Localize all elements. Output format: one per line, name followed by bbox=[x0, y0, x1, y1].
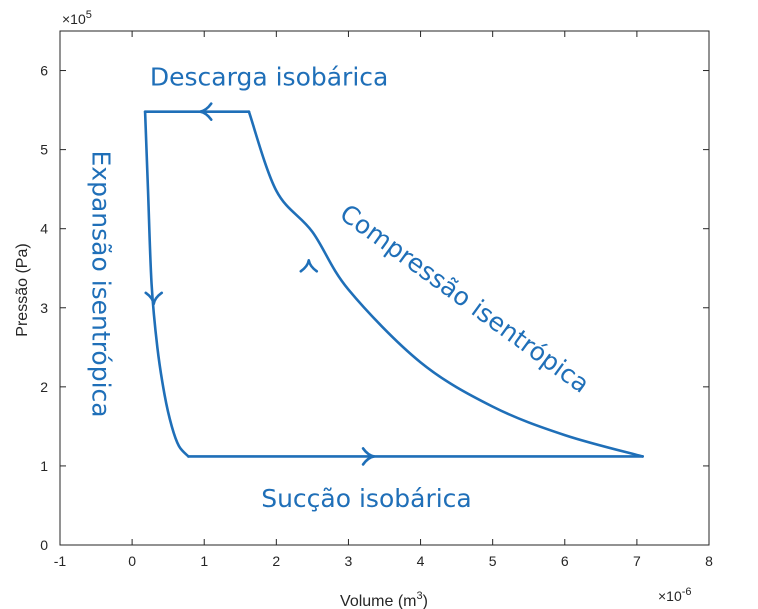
cycle-curves bbox=[143, 110, 644, 458]
y-tick-label: 3 bbox=[40, 300, 48, 316]
cycle-segment-expansao bbox=[143, 110, 190, 458]
y-tick-label: 2 bbox=[40, 379, 48, 395]
annotation-label: Descarga isobárica bbox=[150, 62, 388, 91]
x-tick-label: 5 bbox=[489, 553, 497, 569]
x-tick-label: 7 bbox=[633, 553, 641, 569]
annotation-label: Compressão isentrópica bbox=[335, 199, 595, 399]
x-tick-label: 8 bbox=[705, 553, 713, 569]
annotation-label: Expansão isentrópica bbox=[87, 150, 116, 417]
y-tick-label: 1 bbox=[40, 458, 48, 474]
arrow-left-icon bbox=[198, 102, 213, 121]
arrow-up-icon bbox=[299, 258, 319, 273]
x-axis-label: Volume (m3) bbox=[340, 590, 428, 609]
y-axis-exponent: ×105 bbox=[62, 9, 92, 27]
arrow-right-icon bbox=[361, 447, 376, 466]
annotation-label: Sucção isobárica bbox=[261, 484, 472, 513]
x-tick-label: 4 bbox=[417, 553, 425, 569]
y-tick-label: 5 bbox=[40, 142, 48, 158]
y-tick-label: 0 bbox=[40, 537, 48, 553]
y-tick-label: 4 bbox=[40, 221, 48, 237]
x-tick-label: 6 bbox=[561, 553, 569, 569]
x-tick-label: 3 bbox=[345, 553, 353, 569]
plot-area-frame bbox=[59, 30, 710, 546]
x-tick-label: 1 bbox=[200, 553, 208, 569]
direction-arrows bbox=[144, 102, 376, 466]
cycle-segment-compressao bbox=[247, 110, 644, 458]
y-tick-label: 6 bbox=[40, 63, 48, 79]
annotations: Descarga isobárica Compressão isentrópica… bbox=[87, 62, 595, 512]
x-tick-label: 2 bbox=[272, 553, 280, 569]
arrow-down-icon bbox=[144, 291, 164, 306]
axis-ticks: -1 0 1 2 3 4 5 6 7 8 0 1 2 3 4 5 6 bbox=[40, 31, 713, 569]
x-axis-exponent: ×10-6 bbox=[658, 586, 692, 604]
x-tick-label: -1 bbox=[54, 553, 67, 569]
y-axis-label: Pressão (Pa) bbox=[14, 243, 31, 336]
x-tick-label: 0 bbox=[128, 553, 136, 569]
